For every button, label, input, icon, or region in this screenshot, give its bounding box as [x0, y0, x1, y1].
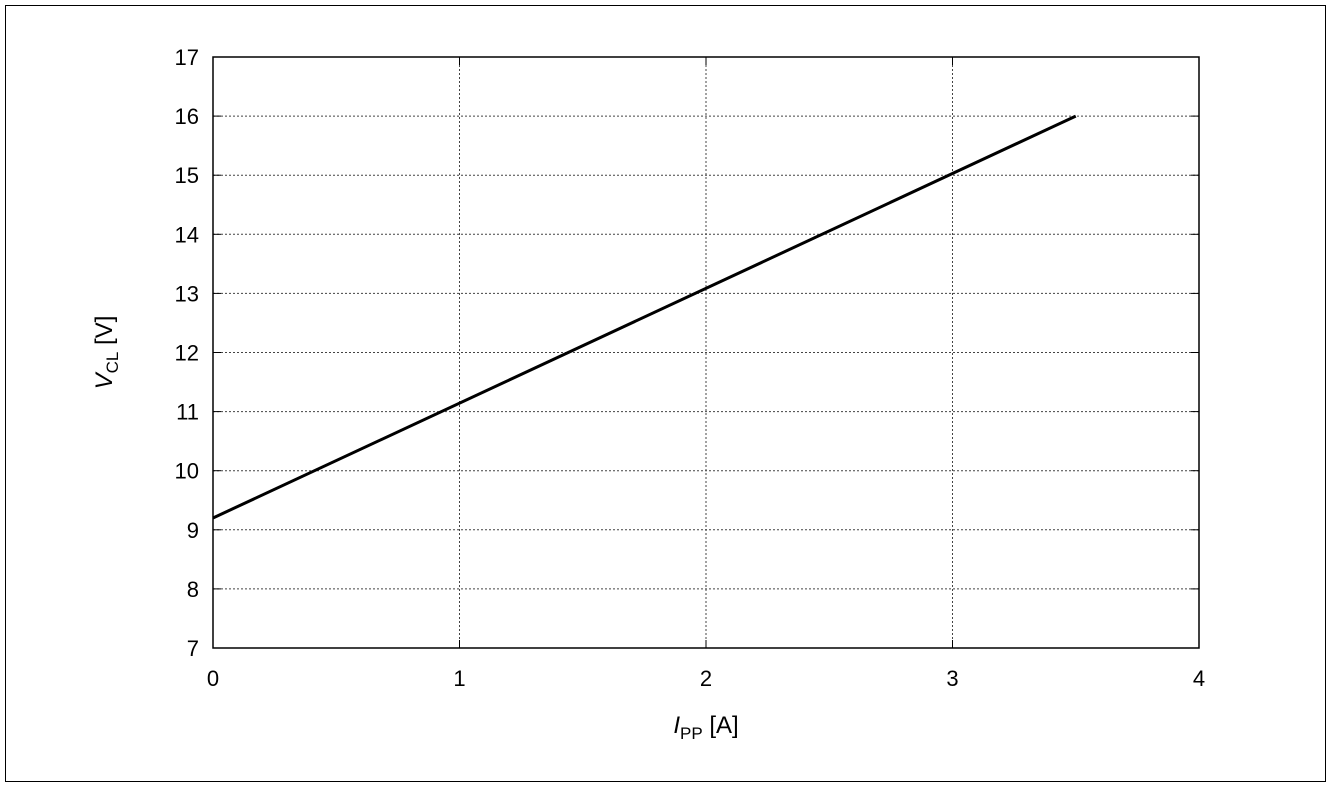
y-tick-label: 14 — [175, 222, 199, 247]
series-line — [212, 114, 1077, 520]
y-axis-symbol: V — [91, 371, 118, 389]
y-axis-subscript: CL — [103, 352, 122, 374]
x-axis-symbol: I — [673, 712, 680, 739]
series-layer — [212, 114, 1077, 520]
chart-frame — [5, 5, 1326, 782]
x-axis-label: IPP [A] — [673, 712, 738, 743]
y-tick-label: 7 — [187, 636, 199, 661]
grid — [213, 57, 1199, 648]
y-tick-label: 16 — [175, 104, 199, 129]
y-tick-label: 12 — [175, 341, 199, 366]
y-tick-label: 15 — [175, 163, 199, 188]
y-tick-label: 17 — [175, 45, 199, 70]
x-axis-subscript: PP — [680, 724, 703, 743]
y-tick-label: 10 — [175, 459, 199, 484]
y-tick-label: 11 — [176, 400, 199, 425]
x-tick-label: 2 — [700, 666, 712, 691]
y-axis-label: VCL [V] — [91, 316, 122, 390]
y-tick-label: 13 — [175, 281, 199, 306]
y-tick-label: 8 — [187, 577, 199, 602]
x-tick-label: 4 — [1193, 666, 1205, 691]
x-tick-label: 1 — [453, 666, 465, 691]
x-tick-label: 3 — [946, 666, 958, 691]
x-axis-unit: [A] — [703, 712, 739, 739]
y-tick-label: 9 — [187, 518, 199, 543]
x-tick-label: 0 — [207, 666, 219, 691]
y-axis-unit: [V] — [91, 316, 118, 352]
